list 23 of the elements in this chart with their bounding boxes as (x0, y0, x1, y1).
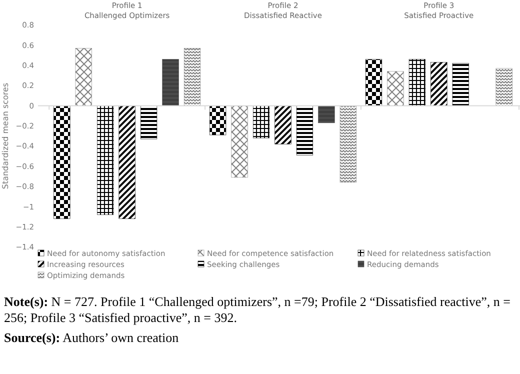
bar (496, 68, 512, 106)
bar (365, 59, 382, 106)
bar (54, 106, 70, 219)
bar (75, 48, 92, 106)
bar (408, 59, 426, 106)
bar (296, 106, 314, 156)
bar (162, 59, 179, 106)
bar (274, 106, 292, 144)
bar (140, 106, 158, 140)
bar (387, 71, 404, 106)
bar (97, 106, 114, 215)
bar (252, 106, 270, 138)
y-axis-title: Standardized mean scores (1, 82, 10, 190)
bar (452, 63, 469, 106)
bar (231, 106, 248, 178)
bar (184, 48, 201, 106)
bar (210, 106, 226, 136)
bar (340, 106, 356, 183)
bar (118, 106, 136, 219)
bar (318, 106, 335, 124)
source-note: Source(s): Authors’ own creation (4, 330, 180, 346)
bar (430, 62, 448, 106)
text: Note(s): N = 727. Profile 1 “Challenged optimizers”, n =79; Profile 2 “Dissatisfied reactive”, n = 256; Profile 3 “Satisfied proactive”, n = 392. (4, 294, 512, 326)
